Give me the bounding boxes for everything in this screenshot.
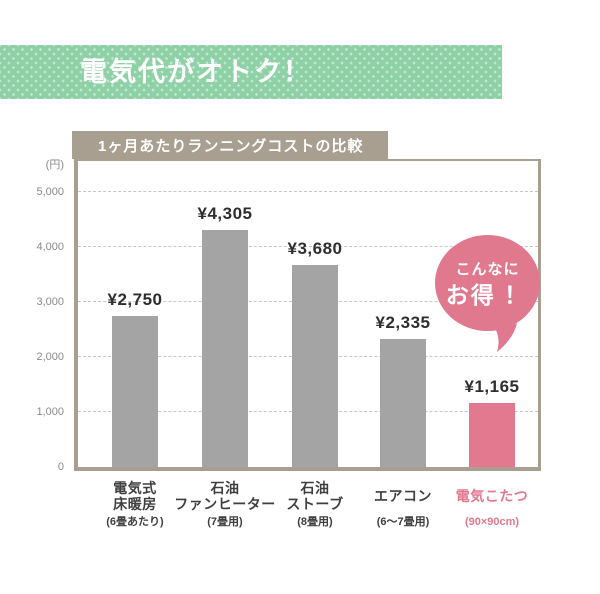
x-category-label-4: エアコン (6～7畳用) [345, 480, 461, 528]
x-category-sub-5: (90×90cm) [464, 516, 520, 528]
speech-bubble: こんなに お得 ！ [435, 235, 540, 331]
x-category-label-5: 電気こたつ (90×90cm) [434, 480, 550, 528]
y-tick-label-3000: 3,000 [36, 296, 64, 308]
x-category-sub-1: (6畳あたり) [106, 516, 164, 528]
x-category-name-4: エアコン [345, 480, 461, 512]
y-tick-label-5000: 5,000 [36, 186, 64, 198]
header-banner-title: 電気代がオトク！ [80, 56, 312, 87]
y-tick-label-1000: 1,000 [36, 406, 64, 418]
x-category-sub-2: (7畳用) [207, 516, 243, 528]
header-banner: 電気代がオトク！ [0, 45, 502, 99]
chart-title-text: 1ヶ月あたりランニングコストの比較 [98, 137, 364, 155]
bar-3 [292, 265, 338, 467]
gridline-5000 [78, 191, 538, 192]
bar-2 [202, 230, 248, 467]
x-category-name-line: 電気式 [113, 480, 157, 496]
x-category-label-1: 電気式 床暖房 (6畳あたり) [77, 480, 193, 528]
x-category-label-3: 石油 ストーブ (8畳用) [257, 480, 373, 528]
x-category-name-line: ファンヒーター [174, 496, 276, 512]
bar-value-label-4: ¥2,335 [375, 313, 431, 332]
x-category-name-5: 電気こたつ [434, 480, 550, 512]
gridline-4000 [78, 246, 538, 247]
y-tick-label-0: 0 [57, 461, 64, 473]
x-category-name-line: ストーブ [286, 496, 344, 512]
x-category-label-2: 石油 ファンヒーター (7畳用) [167, 480, 283, 528]
speech-bubble-text-line2: お得 ！ [445, 281, 530, 308]
x-category-sub-3: (8畳用) [297, 516, 333, 528]
y-axis-unit-label: (円) [45, 159, 64, 171]
bar-4 [380, 339, 426, 467]
x-category-name-2: 石油 ファンヒーター [167, 480, 283, 512]
x-category-name-line: 石油 [300, 480, 330, 496]
x-category-name-1: 電気式 床暖房 [77, 480, 193, 512]
x-category-name-line: 電気こたつ [455, 488, 529, 504]
y-tick-label-2000: 2,000 [36, 351, 64, 363]
bar-5 [469, 403, 515, 467]
x-category-name-line: 石油 [210, 480, 240, 496]
speech-bubble-text-line1: こんなに [455, 260, 520, 278]
bar-value-label-5: ¥1,165 [464, 377, 520, 396]
x-category-name-3: 石油 ストーブ [257, 480, 373, 512]
x-category-sub-4: (6～7畳用) [376, 516, 430, 528]
bar-value-label-1: ¥2,750 [107, 290, 163, 309]
x-category-name-line: 床暖房 [113, 496, 157, 512]
bar-value-label-2: ¥4,305 [197, 204, 253, 223]
x-category-name-line: エアコン [374, 488, 432, 504]
plot-inner: ¥2,750 ¥4,305 ¥3,680 ¥2,335 ¥1,165 [78, 161, 538, 467]
y-tick-label-4000: 4,000 [36, 241, 64, 253]
bar-value-label-3: ¥3,680 [287, 239, 343, 258]
bar-1 [112, 316, 158, 467]
chart-title-bar: 1ヶ月あたりランニングコストの比較 [72, 131, 388, 159]
